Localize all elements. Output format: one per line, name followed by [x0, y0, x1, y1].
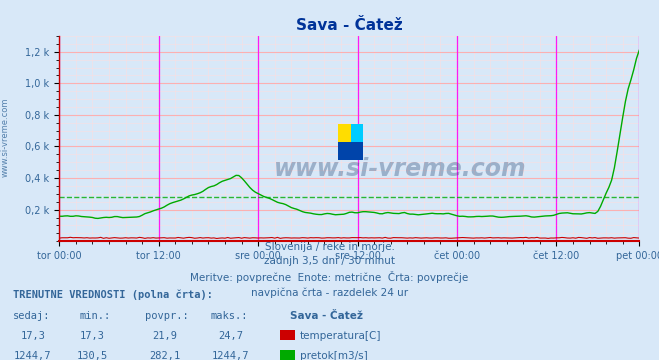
- Text: 1244,7: 1244,7: [14, 351, 51, 360]
- Text: 24,7: 24,7: [218, 331, 243, 341]
- Text: maks.:: maks.:: [211, 311, 248, 321]
- Title: Sava - Čatež: Sava - Čatež: [296, 18, 403, 33]
- Text: www.si-vreme.com: www.si-vreme.com: [274, 157, 527, 181]
- Text: 17,3: 17,3: [20, 331, 45, 341]
- Text: pretok[m3/s]: pretok[m3/s]: [300, 351, 368, 360]
- Bar: [280, 350, 295, 360]
- Text: 130,5: 130,5: [76, 351, 108, 360]
- Text: Sava - Čatež: Sava - Čatež: [290, 311, 363, 321]
- Text: povpr.:: povpr.:: [145, 311, 188, 321]
- Text: Slovenija / reke in morje.
zadnjh 3,5 dni / 30 minut
Meritve: povprečne  Enote: : Slovenija / reke in morje. zadnjh 3,5 dn…: [190, 242, 469, 298]
- Bar: [338, 142, 351, 160]
- Text: 1244,7: 1244,7: [212, 351, 249, 360]
- Text: 21,9: 21,9: [152, 331, 177, 341]
- Text: www.si-vreme.com: www.si-vreme.com: [1, 97, 10, 176]
- Text: 282,1: 282,1: [149, 351, 181, 360]
- Text: temperatura[C]: temperatura[C]: [300, 331, 382, 341]
- Bar: [338, 124, 351, 142]
- Text: TRENUTNE VREDNOSTI (polna črta):: TRENUTNE VREDNOSTI (polna črta):: [13, 289, 213, 300]
- Text: min.:: min.:: [79, 311, 110, 321]
- Bar: [351, 124, 363, 142]
- Text: sedaj:: sedaj:: [13, 311, 51, 321]
- Bar: [280, 330, 295, 340]
- Text: 17,3: 17,3: [80, 331, 105, 341]
- Bar: [351, 142, 363, 160]
